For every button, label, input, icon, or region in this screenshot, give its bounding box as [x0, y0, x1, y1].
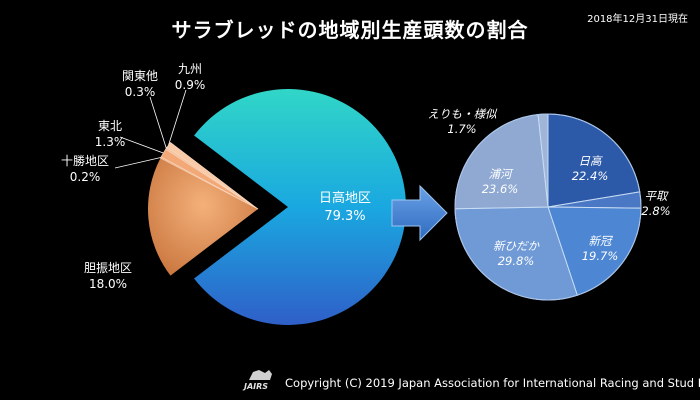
leader-slice-95a267714ed6	[149, 96, 167, 149]
label-slice-95a267714ed6: 関東他	[122, 69, 158, 83]
label-slice-534152dd5730533a: 十勝地区	[61, 153, 109, 168]
logo-text: JAIRS	[244, 382, 269, 391]
label-slice-3048308a308230fb69d84f3c: えりも・様似	[428, 107, 498, 121]
label-slice-4e5d5dde: 九州	[178, 62, 202, 76]
copyright-text: Copyright (C) 2019 Japan Association for…	[285, 376, 700, 390]
slice-80c6632f5730533a	[147, 158, 258, 276]
label-slice-65e59ad8: 日高	[579, 154, 603, 168]
value-slice-65b030723060304b: 29.8%	[498, 254, 535, 268]
jairs-logo	[249, 370, 272, 380]
chart-title: サラブレッドの地域別生産頭数の割合	[171, 18, 529, 42]
label-slice-6d666cb3: 浦河	[489, 167, 514, 181]
value-slice-67715317: 1.3%	[95, 135, 126, 149]
label-slice-80c6632f5730533a: 胆振地区	[84, 261, 132, 275]
value-slice-534152dd5730533a: 0.2%	[70, 170, 101, 184]
label-slice-67715317: 東北	[98, 119, 122, 133]
leader-slice-4e5d5dde	[168, 89, 187, 146]
value-slice-65e59ad85730533a: 79.3%	[324, 209, 365, 224]
value-slice-80c6632f5730533a: 18.0%	[89, 277, 127, 291]
label-slice-65b051a0: 新冠	[589, 234, 613, 248]
value-slice-3048308a308230fb69d84f3c: 1.7%	[447, 122, 476, 136]
arrow	[391, 184, 448, 242]
label-slice-5e7353d6: 平取	[645, 189, 669, 203]
value-slice-65b051a0: 19.7%	[582, 249, 619, 263]
as-of-date: 2018年12月31日現在	[587, 14, 688, 25]
leader-slice-534152dd5730533a	[114, 157, 161, 169]
value-slice-4e5d5dde: 0.9%	[175, 78, 206, 92]
left-pie-labels: 日高地区 79.3% 胆振地区 18.0% 十勝地区 0.2% 東北 1.3% 関東他 0.3% 九…	[61, 62, 371, 291]
leader-slice-67715317	[119, 136, 164, 154]
left-pie	[147, 89, 406, 325]
value-slice-5e7353d6: 2.8%	[641, 204, 670, 218]
label-slice-65b030723060304b: 新ひだか	[493, 239, 540, 253]
slice-65e59ad85730533a	[194, 89, 406, 325]
horse-logo-icon	[249, 370, 272, 380]
right-pie	[454, 113, 642, 301]
value-slice-95a267714ed6: 0.3%	[125, 85, 156, 99]
slice-4e5d5dde	[166, 141, 259, 210]
arrow-shape	[391, 184, 448, 242]
label-slice-65e59ad85730533a: 日高地区	[319, 190, 371, 206]
right-pie-rim	[454, 113, 642, 301]
value-slice-65e59ad8: 22.4%	[572, 169, 609, 183]
value-slice-6d666cb3: 23.6%	[482, 182, 519, 196]
